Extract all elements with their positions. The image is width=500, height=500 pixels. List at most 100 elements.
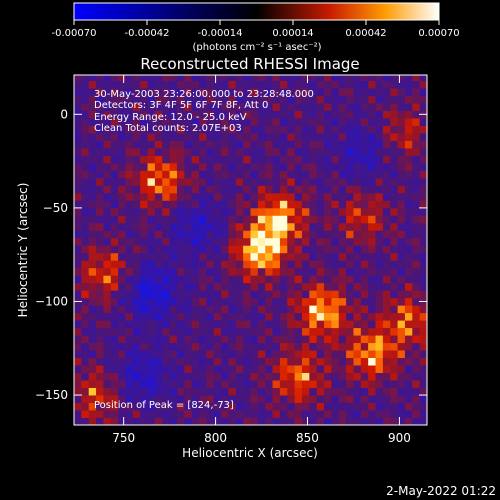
heatmap-cell [221, 387, 229, 396]
heatmap-cell [243, 147, 251, 156]
heatmap-cell [250, 162, 259, 171]
heatmap-cell [213, 380, 222, 388]
heatmap-cell [132, 170, 141, 179]
heatmap-cell [346, 140, 354, 149]
heatmap-cell [191, 170, 200, 179]
heatmap-cell [309, 75, 318, 82]
heatmap-cell [316, 103, 325, 111]
heatmap-cell [228, 320, 237, 329]
heatmap-cell [257, 252, 266, 261]
heatmap-cell [301, 335, 310, 344]
heatmap-cell [228, 103, 237, 111]
heatmap-cell [191, 380, 200, 388]
heatmap-cell [118, 320, 126, 329]
heatmap-cell [309, 170, 318, 179]
heatmap-cell [419, 395, 427, 403]
heatmap-cell [419, 215, 427, 224]
heatmap-cell [353, 275, 362, 284]
heatmap-cell [132, 162, 141, 171]
heatmap-cell [176, 147, 185, 156]
heatmap-cell [324, 282, 332, 291]
heatmap-cell [324, 410, 332, 418]
heatmap-cell [309, 260, 318, 269]
heatmap-cell [257, 140, 266, 149]
heatmap-cell [353, 95, 362, 104]
heatmap-cell [147, 215, 156, 224]
heatmap-cell [360, 335, 369, 344]
heatmap-cell [221, 342, 229, 351]
heatmap-cell [81, 357, 90, 366]
heatmap-cell [287, 88, 296, 96]
heatmap-cell [331, 155, 340, 164]
heatmap-cell [228, 260, 237, 269]
heatmap-cell [221, 297, 229, 306]
heatmap-cell [338, 387, 347, 396]
heatmap-cell [309, 200, 318, 209]
heatmap-cell [301, 222, 310, 231]
heatmap-cell [316, 282, 325, 291]
heatmap-cell [316, 252, 325, 261]
heatmap-cell [221, 200, 229, 209]
heatmap-cell [353, 185, 362, 194]
heatmap-cell [331, 200, 340, 209]
heatmap-cell [324, 80, 332, 89]
heatmap-cell [301, 327, 310, 336]
heatmap-cell [81, 125, 90, 134]
heatmap-cell [316, 80, 325, 89]
heatmap-cell [309, 147, 318, 156]
heatmap-cell [368, 185, 376, 194]
heatmap-cell [88, 110, 97, 119]
heatmap-cell [309, 230, 318, 239]
heatmap-cell [184, 410, 193, 418]
heatmap-cell [257, 110, 266, 119]
heatmap-cell [346, 260, 354, 269]
heatmap-cell [360, 245, 369, 254]
heatmap-cell [265, 245, 273, 254]
heatmap-cell [213, 312, 222, 321]
heatmap-cell [272, 103, 281, 111]
heatmap-cell [309, 365, 318, 373]
heatmap-cell [221, 222, 229, 231]
heatmap-cell [96, 133, 104, 141]
heatmap-cell [140, 207, 148, 216]
heatmap-cell [250, 380, 259, 388]
heatmap-cell [272, 200, 281, 209]
heatmap-cell [272, 162, 281, 171]
heatmap-cell [294, 312, 303, 321]
heatmap-cell [412, 88, 421, 96]
heatmap-cell [390, 140, 398, 149]
heatmap-cell [213, 342, 222, 351]
heatmap-cell [118, 95, 126, 104]
heatmap-cell [360, 282, 369, 291]
heatmap-cell [360, 215, 369, 224]
heatmap-cell [235, 200, 244, 209]
heatmap-cell [228, 133, 237, 141]
heatmap-cell [404, 282, 413, 291]
heatmap-cell [397, 395, 406, 403]
heatmap-cell [375, 222, 384, 231]
heatmap-cell [147, 305, 156, 314]
heatmap-cell [419, 118, 427, 126]
heatmap-cell [88, 75, 97, 82]
heatmap-cell [353, 282, 362, 291]
heatmap-cell [221, 155, 229, 164]
heatmap-cell [397, 170, 406, 179]
heatmap-cell [294, 88, 303, 96]
heatmap-cell [169, 88, 178, 96]
heatmap-cell [324, 395, 332, 403]
heatmap-cell [419, 95, 427, 104]
heatmap-cell [140, 395, 148, 403]
heatmap-cell [110, 260, 119, 269]
heatmap-cell [103, 342, 112, 351]
heatmap-cell [265, 365, 273, 373]
heatmap-cell [353, 237, 362, 246]
heatmap-cell [331, 95, 340, 104]
heatmap-cell [309, 125, 318, 134]
heatmap-cell [74, 207, 82, 216]
heatmap-cell [169, 133, 178, 141]
heatmap-cell [316, 335, 325, 344]
heatmap-cell [88, 320, 97, 329]
heatmap-cell [154, 410, 163, 418]
heatmap-cell [184, 282, 193, 291]
heatmap-cell [184, 237, 193, 246]
